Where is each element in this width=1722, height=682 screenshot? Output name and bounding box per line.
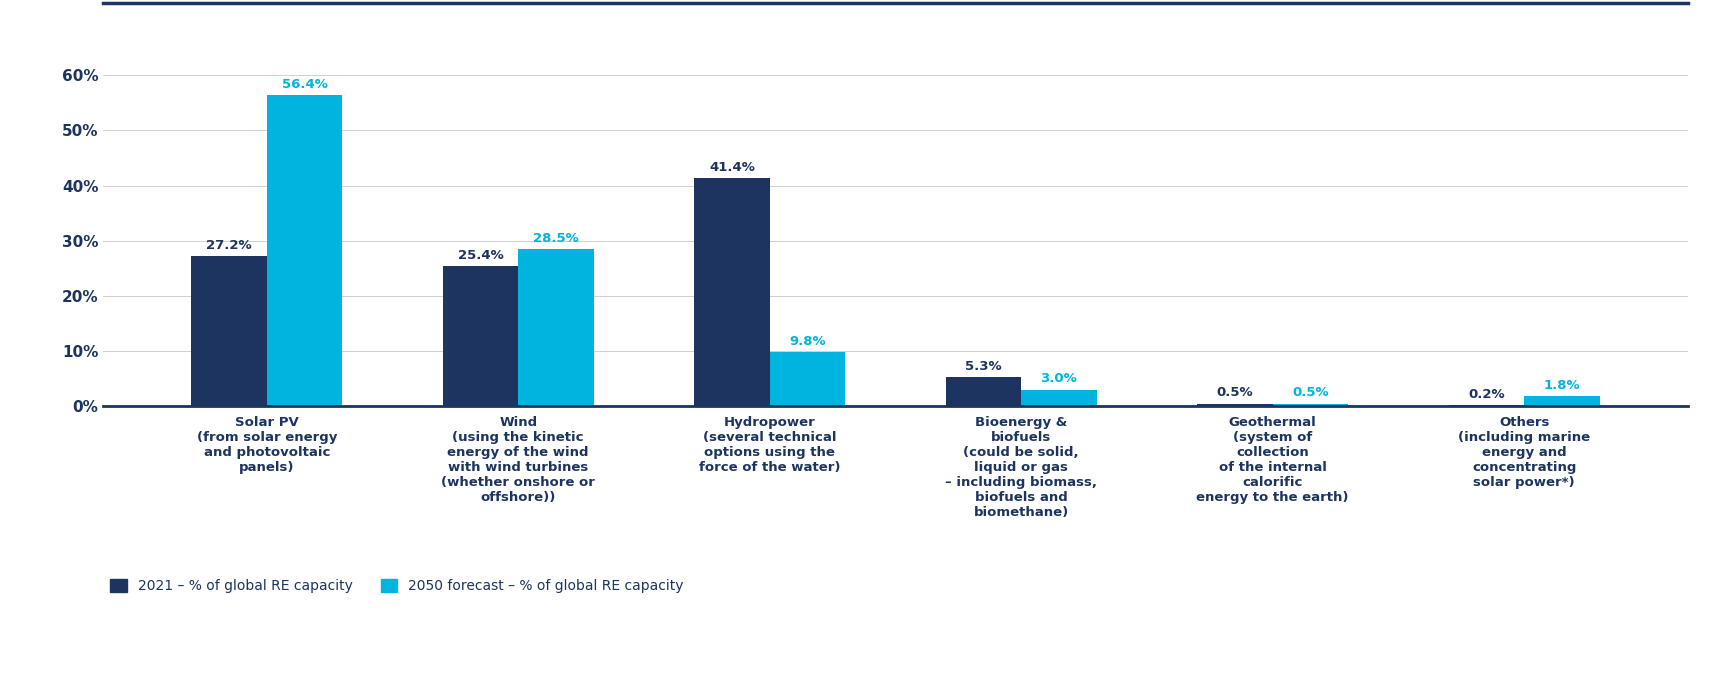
Text: 27.2%: 27.2% [207,239,251,252]
Text: 9.8%: 9.8% [789,335,827,348]
Text: Bioenergy &
biofuels
(could be solid,
liquid or gas
– including biomass,
biofuel: Bioenergy & biofuels (could be solid, li… [945,416,1097,519]
Text: 56.4%: 56.4% [282,78,327,91]
Text: 0.2%: 0.2% [1469,388,1505,401]
Bar [1524,396,1600,406]
Bar [945,377,1021,406]
Text: Solar PV
(from solar energy
and photovoltaic
panels): Solar PV (from solar energy and photovol… [196,416,338,474]
Text: Geothermal
(system of
collection
of the internal
calorific
energy to the earth): Geothermal (system of collection of the … [1197,416,1348,504]
Bar [1448,405,1524,406]
Bar [1273,404,1348,406]
Bar [191,256,267,406]
Text: Others
(including marine
energy and
concentrating
solar power*): Others (including marine energy and conc… [1459,416,1589,489]
Bar [1021,390,1097,406]
Bar [1197,404,1273,406]
Text: 5.3%: 5.3% [964,359,1002,372]
Text: 3.0%: 3.0% [1040,372,1078,385]
Bar [694,178,770,406]
Bar [443,266,518,406]
Text: 28.5%: 28.5% [534,232,579,245]
Text: 25.4%: 25.4% [458,249,503,262]
Bar [518,249,594,406]
Text: 41.4%: 41.4% [709,160,754,173]
Bar [770,353,846,406]
Text: 1.8%: 1.8% [1543,379,1581,392]
Bar [267,95,343,406]
Text: 0.5%: 0.5% [1292,386,1329,399]
Text: 0.5%: 0.5% [1217,386,1254,399]
Text: Wind
(using the kinetic
energy of the wind
with wind turbines
(whether onshore o: Wind (using the kinetic energy of the wi… [441,416,596,504]
Text: Hydropower
(several technical
options using the
force of the water): Hydropower (several technical options us… [699,416,840,474]
Legend: 2021 – % of global RE capacity, 2050 forecast – % of global RE capacity: 2021 – % of global RE capacity, 2050 for… [110,579,684,593]
